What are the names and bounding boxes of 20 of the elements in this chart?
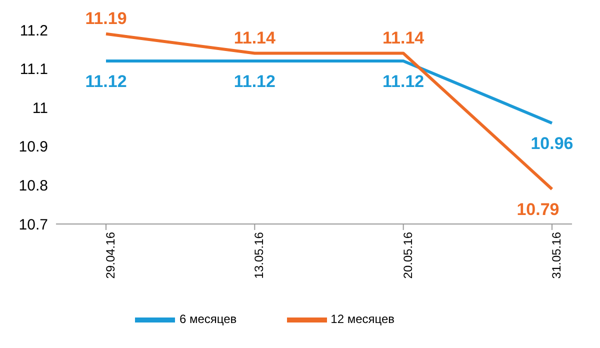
data-label: 11.19 bbox=[85, 8, 127, 28]
data-label: 10.79 bbox=[516, 200, 560, 220]
y-tick-label: 11 bbox=[32, 100, 48, 117]
data-label: 10.96 bbox=[530, 134, 574, 154]
data-label: 11.12 bbox=[234, 72, 276, 92]
x-tick-label: 31.05.16 bbox=[550, 232, 564, 279]
y-tick-label: 11.2 bbox=[20, 22, 48, 40]
y-tick-label: 10.8 bbox=[18, 178, 48, 195]
x-tick-label: 13.05.16 bbox=[252, 232, 266, 279]
legend-label: 6 месяцев bbox=[179, 312, 237, 326]
legend-label: 12 месяцев bbox=[330, 312, 395, 326]
y-tick-label: 10.7 bbox=[18, 216, 48, 234]
data-label: 11.14 bbox=[382, 28, 425, 48]
x-tick-label: 20.05.16 bbox=[400, 232, 415, 279]
x-tick-label: 29.04.16 bbox=[104, 232, 118, 279]
data-label: 11.12 bbox=[85, 72, 127, 92]
y-tick-label: 10.9 bbox=[18, 138, 48, 156]
y-tick-label: 11.1 bbox=[20, 61, 48, 78]
data-label: 11.12 bbox=[382, 72, 424, 92]
data-label: 11.14 bbox=[234, 28, 276, 48]
